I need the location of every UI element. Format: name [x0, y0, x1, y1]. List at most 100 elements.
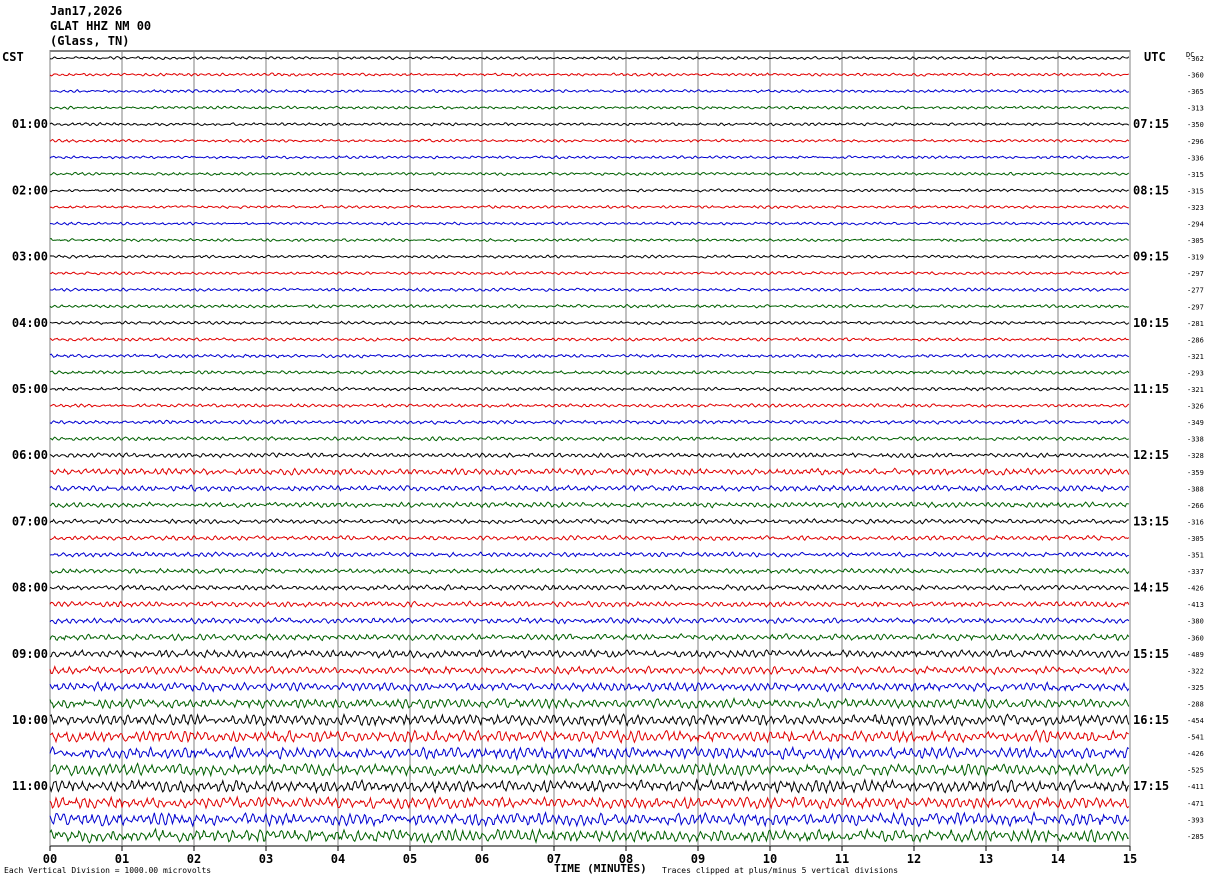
trace-line	[49, 551, 1129, 558]
trace-line	[49, 484, 1130, 493]
trace-line	[49, 680, 1130, 693]
utc-hour-label: 11:15	[1133, 382, 1169, 396]
trace-line	[49, 712, 1130, 728]
trace-line	[49, 287, 1129, 292]
dc-offset-label: -281	[1187, 320, 1204, 328]
dc-offset-label: -322	[1187, 667, 1204, 675]
x-tick-label: 12	[907, 852, 921, 866]
dc-offset-label: -525	[1187, 767, 1204, 775]
dc-offset-label: -305	[1187, 535, 1204, 543]
dc-offset-label: -313	[1187, 105, 1204, 113]
trace-line	[49, 811, 1130, 828]
dc-offset-label: -454	[1187, 717, 1204, 725]
trace-line	[49, 648, 1130, 659]
trace-line	[49, 745, 1130, 761]
trace-line	[49, 778, 1130, 795]
location-label: (Glass, TN)	[50, 34, 130, 48]
dc-offset-label: -362	[1187, 55, 1204, 63]
dc-offset-label: -350	[1187, 121, 1204, 129]
trace-line	[49, 254, 1130, 259]
cst-hour-label: 01:00	[12, 117, 48, 131]
trace-line	[49, 616, 1130, 625]
dc-offset-label: -288	[1187, 700, 1204, 708]
trace-line	[49, 105, 1130, 110]
x-tick-label: 02	[187, 852, 201, 866]
dc-offset-label: -294	[1187, 221, 1204, 229]
x-tick-label: 01	[115, 852, 129, 866]
cst-hour-label: 07:00	[12, 514, 48, 528]
trace-line	[49, 696, 1130, 710]
x-tick-label: 08	[619, 852, 633, 866]
dc-offset-label: -321	[1187, 386, 1204, 394]
x-axis-title: TIME (MINUTES)	[554, 862, 647, 875]
dc-offset-label: -349	[1187, 419, 1204, 427]
dc-offset-label: -328	[1187, 452, 1204, 460]
dc-offset-label: -338	[1187, 436, 1204, 444]
trace-line	[49, 155, 1130, 160]
utc-hour-label: 10:15	[1133, 316, 1169, 330]
x-tick-label: 13	[979, 852, 993, 866]
dc-offset-label: -413	[1187, 601, 1204, 609]
trace-line	[49, 369, 1130, 375]
x-tick-label: 15	[1123, 852, 1137, 866]
scale-note: Each Vertical Division = 1000.00 microvo…	[4, 866, 212, 875]
dc-offset-label: -266	[1187, 502, 1204, 510]
dc-offset-label: -541	[1187, 734, 1204, 742]
trace-line	[49, 337, 1129, 342]
cst-hour-label: 11:00	[12, 779, 48, 793]
trace-line	[49, 762, 1130, 778]
trace-line	[49, 664, 1130, 676]
x-tick-label: 00	[43, 852, 57, 866]
trace-line	[49, 600, 1130, 608]
dc-offset-label: -380	[1187, 618, 1204, 626]
trace-line	[49, 795, 1130, 811]
trace-line	[49, 122, 1130, 127]
cst-hour-label: 02:00	[12, 183, 48, 197]
x-tick-label: 06	[475, 852, 489, 866]
x-tick-label: 03	[259, 852, 273, 866]
trace-line	[49, 452, 1129, 459]
dc-offset-label: -388	[1187, 485, 1204, 493]
trace-line	[49, 467, 1130, 476]
x-tick-label: 11	[835, 852, 849, 866]
trace-line	[49, 188, 1129, 193]
cst-hour-label: 10:00	[12, 713, 48, 727]
dc-offset-label: -471	[1187, 800, 1204, 808]
trace-line	[49, 534, 1130, 542]
dc-offset-label: -296	[1187, 138, 1204, 146]
dc-offset-label: -305	[1187, 237, 1204, 245]
dc-offset-label: -426	[1187, 750, 1204, 758]
dc-offset-label: -315	[1187, 187, 1204, 195]
trace-line	[49, 436, 1130, 442]
trace-line	[49, 72, 1130, 77]
dc-offset-label: -315	[1187, 171, 1204, 179]
cst-hour-label: 04:00	[12, 316, 48, 330]
dc-offset-label: -336	[1187, 154, 1204, 162]
station-label: GLAT HHZ NM 00	[50, 19, 152, 33]
dc-offset-label: -351	[1187, 552, 1204, 560]
dc-offset-label: -293	[1187, 369, 1204, 377]
trace-line	[49, 632, 1130, 642]
dc-offset-label: -286	[1187, 336, 1204, 344]
trace-line	[49, 353, 1130, 359]
right-timezone-label: UTC	[1144, 50, 1166, 64]
trace-line	[49, 729, 1129, 745]
trace-line	[49, 386, 1130, 392]
dc-offset-label: -321	[1187, 353, 1204, 361]
dc-offset-label: -393	[1187, 816, 1204, 824]
trace-line	[49, 827, 1129, 844]
dc-offset-label: -277	[1187, 287, 1204, 295]
trace-line	[49, 237, 1129, 243]
dc-offset-label: -326	[1187, 403, 1204, 411]
clip-note: Traces clipped at plus/minus 5 vertical …	[662, 866, 899, 875]
dc-offset-label: -297	[1187, 270, 1204, 278]
left-timezone-label: CST	[2, 50, 24, 64]
trace-line	[49, 501, 1129, 509]
trace-line	[49, 567, 1130, 575]
header: Jan17,2026 GLAT HHZ NM 00 (Glass, TN)	[50, 4, 151, 49]
utc-hour-label: 13:15	[1133, 514, 1169, 528]
utc-hour-label: 12:15	[1133, 448, 1169, 462]
utc-hour-label: 17:15	[1133, 779, 1169, 793]
utc-hour-label: 07:15	[1133, 117, 1169, 131]
